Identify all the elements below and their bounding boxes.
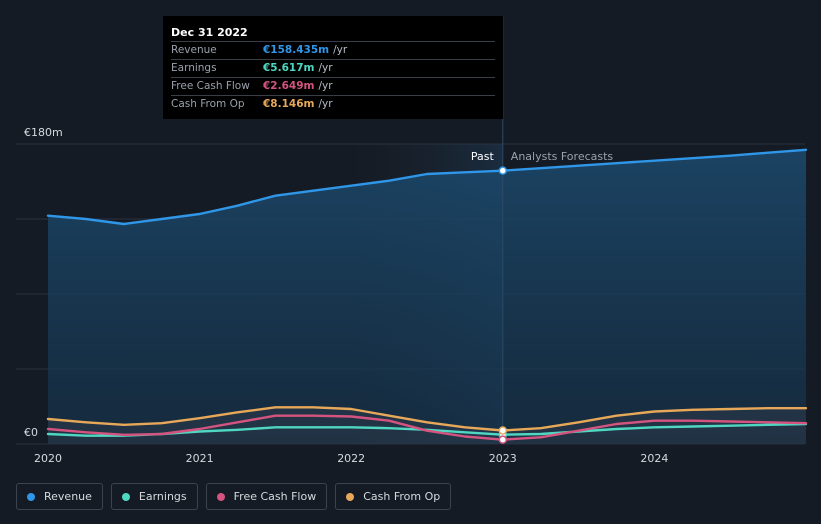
series-line-cash-from-op — [46, 406, 808, 432]
legend-item-earnings[interactable]: Earnings — [110, 483, 198, 510]
legend-label: Free Cash Flow — [233, 490, 317, 503]
highlight-point-free-cash-flow — [498, 435, 508, 444]
legend-dot-icon — [121, 492, 130, 501]
tooltip: Dec 31 2022 Revenue €158.435m /yr Earnin… — [163, 16, 503, 119]
x-tick-label: 2023 — [489, 452, 517, 465]
tooltip-unit: /yr — [333, 44, 348, 56]
tooltip-value: €8.146m — [263, 98, 315, 110]
tooltip-value: €2.649m — [263, 80, 315, 92]
series-line-free-cash-flow — [46, 414, 808, 441]
highlight-point-cash-from-op — [498, 426, 508, 435]
legend-label: Cash From Op — [363, 490, 441, 503]
tooltip-date: Dec 31 2022 — [171, 26, 248, 39]
legend-dot-icon — [27, 492, 35, 501]
tooltip-row-cash-from-op: Cash From Op €8.146m /yr — [171, 95, 495, 113]
tooltip-row-revenue: Revenue €158.435m /yr — [171, 41, 495, 59]
y-axis-label-top: €180m — [24, 126, 63, 139]
x-tick-label: 2024 — [640, 452, 668, 465]
tooltip-row-earnings: Earnings €5.617m /yr — [171, 59, 495, 77]
legend-item-revenue[interactable]: Revenue — [16, 483, 103, 510]
legend-item-cash-from-op[interactable]: Cash From Op — [335, 483, 452, 510]
legend-item-free-cash-flow[interactable]: Free Cash Flow — [205, 483, 328, 510]
legend-label: Revenue — [44, 490, 92, 503]
legend-dot-icon — [346, 492, 355, 501]
tooltip-value: €5.617m — [263, 62, 315, 74]
tooltip-unit: /yr — [318, 62, 333, 74]
series-line-revenue — [46, 148, 808, 226]
revenue-area — [48, 149, 806, 445]
x-tick-label: 2020 — [34, 452, 62, 465]
tooltip-unit: /yr — [318, 98, 333, 110]
legend-label: Earnings — [138, 490, 187, 503]
tooltip-label: Revenue — [171, 44, 217, 56]
past-label: Past — [471, 150, 495, 163]
tooltip-row-free-cash-flow: Free Cash Flow €2.649m /yr — [171, 77, 495, 95]
y-axis-label-bottom: €0 — [24, 426, 38, 439]
tooltip-label: Cash From Op — [171, 98, 245, 110]
tooltip-unit: /yr — [318, 80, 333, 92]
highlight-point-revenue — [498, 166, 508, 175]
forecast-label: Analysts Forecasts — [511, 150, 614, 163]
tooltip-value: €158.435m — [263, 44, 330, 56]
tooltip-label: Free Cash Flow — [171, 80, 250, 92]
tooltip-label: Earnings — [171, 62, 217, 74]
x-tick-label: 2021 — [186, 452, 214, 465]
x-tick-label: 2022 — [337, 452, 365, 465]
legend-dot-icon — [216, 492, 225, 501]
legend: Revenue Earnings Free Cash Flow Cash Fro… — [16, 483, 452, 510]
